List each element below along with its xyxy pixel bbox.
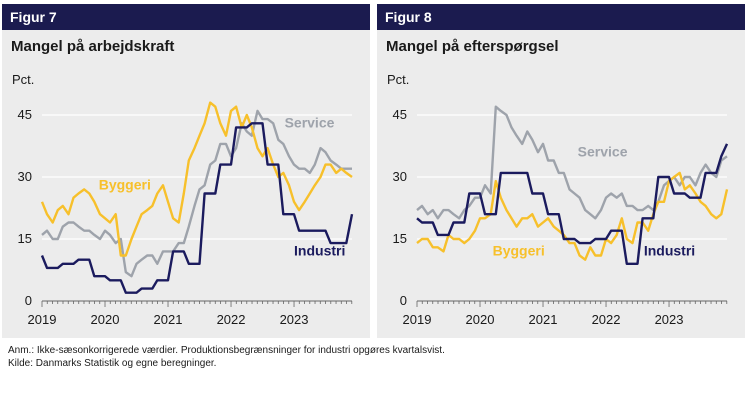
y-tick-label: 45: [18, 107, 32, 122]
x-tick-label: 2021: [154, 312, 183, 327]
series-line-byggeri: [40, 101, 353, 257]
x-tick-label: 2019: [28, 312, 57, 327]
y-tick-label: 0: [400, 293, 407, 308]
figure-7-chart: Pct. 0 15 30 45 2019 2020 2021 2022 2023 Service By…: [12, 72, 354, 327]
series-label-industri: Industri: [644, 243, 695, 259]
series-label-service: Service: [285, 114, 335, 130]
figure-8-chart: Pct. 0 15 30 45 2019 2020 2021 2022 2023 Service By…: [387, 72, 729, 327]
source-line: Kilde: Danmarks Statistik og egne beregn…: [8, 358, 217, 369]
figure-8-number: Figur 8: [377, 4, 745, 30]
series-label-byggeri: Byggeri: [99, 176, 151, 192]
x-tick-label: 2022: [592, 312, 621, 327]
x-tick-label: 2021: [529, 312, 558, 327]
figure-7-number: Figur 7: [2, 4, 370, 30]
series-label-service: Service: [578, 143, 628, 159]
x-tick-label: 2023: [655, 312, 684, 327]
y-axis-label: Pct.: [387, 72, 409, 87]
series-line-industri: [40, 122, 354, 294]
figure-7-panel: Figur 7 Mangel på arbejdskraft Pct. 0 15 30…: [2, 4, 370, 338]
x-tick-label: 2022: [217, 312, 246, 327]
y-tick-label: 45: [393, 107, 407, 122]
series-line-byggeri: [416, 171, 729, 261]
figure-8-panel: Figur 8 Mangel på efterspørgsel Pct. 0 15 3…: [377, 4, 745, 338]
y-tick-label: 30: [393, 169, 407, 184]
y-tick-label: 0: [25, 293, 32, 308]
x-tick-label: 2020: [91, 312, 120, 327]
x-tick-label: 2020: [466, 312, 495, 327]
y-tick-label: 30: [18, 169, 32, 184]
series-line-service: [416, 105, 728, 220]
series-label-byggeri: Byggeri: [493, 243, 545, 259]
note-line: Anm.: Ikke-sæsonkorrigerede værdier. Pro…: [8, 345, 445, 356]
figure-8-title: Mangel på efterspørgsel: [386, 38, 559, 55]
series-line-industri: [416, 143, 729, 265]
y-tick-label: 15: [393, 231, 407, 246]
series-line-service: [41, 109, 352, 278]
footnotes: Anm.: Ikke-sæsonkorrigerede værdier. Pro…: [8, 344, 445, 370]
x-tick-label: 2019: [403, 312, 432, 327]
series-label-industri: Industri: [294, 243, 345, 259]
y-axis-label: Pct.: [12, 72, 34, 87]
x-tick-label: 2023: [280, 312, 309, 327]
figure-7-title: Mangel på arbejdskraft: [11, 38, 175, 55]
y-tick-label: 15: [18, 231, 32, 246]
